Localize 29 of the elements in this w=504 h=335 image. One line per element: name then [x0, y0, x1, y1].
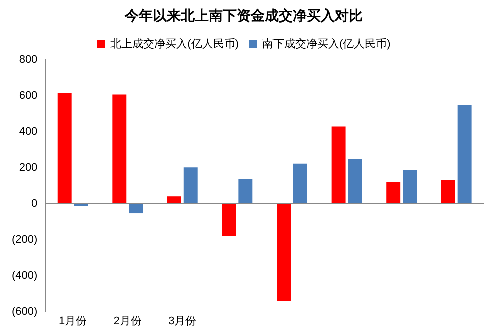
x-tick-label: 3月份 — [168, 315, 197, 328]
y-tick-label: 400 — [19, 126, 38, 138]
bar — [293, 164, 308, 204]
bar — [348, 159, 362, 204]
bar — [458, 105, 472, 204]
y-tick-label: 200 — [19, 162, 38, 174]
legend-label: 南下成交净买入(亿人民币) — [262, 37, 391, 50]
bar — [277, 204, 291, 301]
y-tick-label: (600) — [12, 306, 38, 318]
bar — [184, 168, 198, 204]
y-tick-label: (200) — [12, 234, 38, 246]
bar — [386, 182, 401, 204]
bar — [58, 93, 72, 204]
bar — [112, 94, 127, 204]
bar — [441, 180, 456, 204]
legend-label: 北上成交净买入(亿人民币) — [110, 37, 239, 50]
bar — [403, 170, 418, 204]
bar — [167, 196, 182, 204]
bar — [222, 204, 236, 236]
y-tick-label: (400) — [12, 270, 38, 282]
y-tick-label: 800 — [19, 54, 38, 66]
chart-title: 今年以来北上南下资金成交净买入对比 — [124, 7, 363, 24]
bar — [129, 204, 144, 214]
bar — [238, 179, 253, 204]
x-tick-label: 1月份 — [59, 315, 88, 328]
x-tick-label: 2月份 — [114, 315, 142, 328]
y-tick-label: 0 — [32, 198, 38, 210]
bar — [332, 126, 346, 204]
y-tick-label: 600 — [19, 90, 38, 102]
